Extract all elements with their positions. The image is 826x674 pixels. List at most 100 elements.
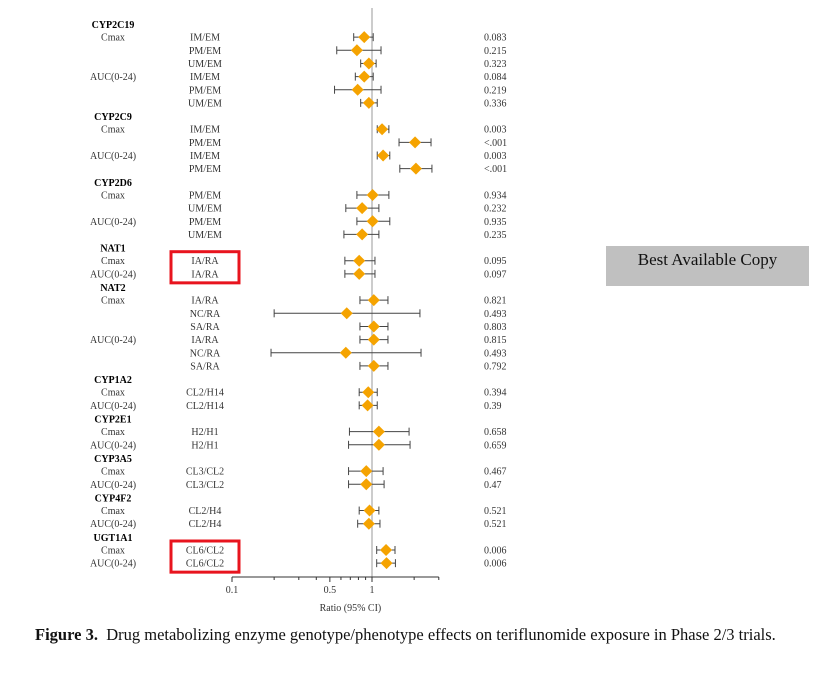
caption-text: Drug metabolizing enzyme genotype/phenot…: [106, 625, 776, 644]
param-label: AUC(0-24): [90, 335, 136, 346]
comparison-label: CL2/H14: [186, 401, 224, 412]
ratio-marker: [377, 149, 390, 162]
param-label: Cmax: [101, 125, 125, 136]
comparison-label: SA/RA: [190, 322, 220, 333]
ratio-marker: [358, 31, 371, 44]
ratio-marker: [353, 254, 366, 267]
ratio-marker: [350, 44, 363, 57]
comparison-label: IM/EM: [190, 125, 220, 136]
p-value-label: 0.493: [484, 309, 507, 320]
param-label: AUC(0-24): [90, 151, 136, 162]
ratio-marker: [351, 83, 364, 96]
param-label: Cmax: [101, 296, 125, 307]
gene-label: NAT2: [100, 283, 125, 294]
p-value-label: 0.006: [484, 546, 507, 557]
p-value-label: <.001: [484, 164, 507, 175]
ratio-marker: [372, 425, 385, 438]
x-tick-label: 1: [370, 585, 375, 596]
gene-label: CYP1A2: [94, 375, 132, 386]
comparison-label: UM/EM: [188, 59, 222, 70]
p-value-label: 0.003: [484, 151, 507, 162]
param-label: AUC(0-24): [90, 519, 136, 530]
p-value-label: 0.232: [484, 204, 507, 215]
p-value-label: 0.097: [484, 269, 507, 280]
gene-label: UGT1A1: [94, 533, 133, 544]
comparison-label: CL6/CL2: [186, 559, 224, 570]
comparison-label: PM/EM: [189, 164, 221, 175]
comparison-label: IM/EM: [190, 151, 220, 162]
caption-label: Figure 3.: [35, 625, 98, 644]
x-tick-label: 0.1: [226, 585, 239, 596]
ratio-marker: [356, 202, 369, 215]
p-value-label: 0.821: [484, 296, 507, 307]
param-label: Cmax: [101, 190, 125, 201]
p-value-label: 0.792: [484, 361, 507, 372]
ratio-marker: [339, 346, 352, 359]
p-value-label: 0.39: [484, 401, 502, 412]
param-label: Cmax: [101, 33, 125, 44]
comparison-label: CL3/CL2: [186, 467, 224, 478]
p-value-label: 0.521: [484, 506, 507, 517]
comparison-label: IA/RA: [191, 296, 219, 307]
highlight-box: [169, 539, 241, 574]
ratio-marker: [372, 438, 385, 451]
p-value-label: 0.095: [484, 256, 507, 267]
param-label: AUC(0-24): [90, 480, 136, 491]
comparison-label: CL2/H4: [189, 519, 222, 530]
gene-label: CYP2C9: [94, 112, 132, 123]
param-label: AUC(0-24): [90, 559, 136, 570]
comparison-label: NC/RA: [190, 348, 221, 359]
param-label: AUC(0-24): [90, 217, 136, 228]
ratio-marker: [367, 294, 380, 307]
ratio-marker: [367, 320, 380, 333]
p-value-label: 0.935: [484, 217, 507, 228]
p-value-label: 0.47: [484, 480, 502, 491]
p-value-label: 0.336: [484, 98, 507, 109]
ratio-marker: [409, 136, 422, 149]
p-value-label: 0.659: [484, 440, 507, 451]
comparison-label: PM/EM: [189, 217, 221, 228]
comparison-label: CL6/CL2: [186, 546, 224, 557]
p-value-label: 0.084: [484, 72, 507, 83]
ratio-marker: [361, 399, 374, 412]
gene-label: CYP2C19: [92, 20, 135, 31]
param-label: AUC(0-24): [90, 401, 136, 412]
param-label: Cmax: [101, 506, 125, 517]
ratio-marker: [380, 557, 393, 570]
comparison-label: UM/EM: [188, 230, 222, 241]
comparison-label: IA/RA: [191, 335, 219, 346]
param-label: Cmax: [101, 427, 125, 438]
param-label: Cmax: [101, 467, 125, 478]
best-available-copy-stamp: Best Available Copy: [606, 246, 809, 286]
ratio-marker: [380, 544, 393, 556]
param-label: Cmax: [101, 546, 125, 557]
ratio-marker: [362, 57, 375, 70]
ratio-marker: [366, 215, 379, 228]
p-value-label: 0.083: [484, 33, 507, 44]
p-value-label: 0.323: [484, 59, 507, 70]
ratio-marker: [356, 228, 369, 241]
comparison-label: H2/H1: [191, 440, 218, 451]
p-value-label: 0.219: [484, 85, 507, 96]
p-value-label: <.001: [484, 138, 507, 149]
ratio-marker: [409, 162, 422, 175]
comparison-label: CL2/H4: [189, 506, 222, 517]
p-value-label: 0.467: [484, 467, 507, 478]
comparison-label: CL2/H14: [186, 388, 224, 399]
comparison-label: IA/RA: [191, 269, 219, 280]
gene-label: CYP2E1: [94, 415, 131, 426]
ratio-marker: [362, 386, 375, 399]
figure-caption: Figure 3. Drug metabolizing enzyme genot…: [35, 624, 820, 645]
p-value-label: 0.521: [484, 519, 507, 530]
p-value-label: 0.815: [484, 335, 507, 346]
ratio-marker: [362, 517, 375, 530]
param-label: Cmax: [101, 256, 125, 267]
x-axis-title: Ratio (95% CI): [320, 603, 382, 614]
ratio-marker: [360, 465, 373, 478]
param-label: AUC(0-24): [90, 72, 136, 83]
ratio-marker: [367, 359, 380, 372]
ratio-marker: [340, 307, 353, 320]
gene-label: CYP2D6: [94, 178, 132, 189]
p-value-label: 0.006: [484, 559, 507, 570]
highlight-box: [169, 250, 241, 285]
